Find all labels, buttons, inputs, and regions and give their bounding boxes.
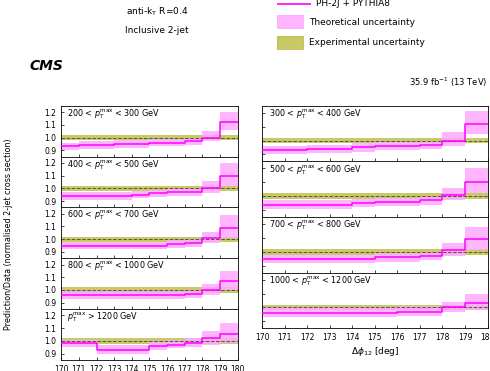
Text: 700 < $p_{\mathrm{T}}^{\mathrm{max}}$ < 800 GeV: 700 < $p_{\mathrm{T}}^{\mathrm{max}}$ < … <box>269 219 362 232</box>
Text: 300 < $p_{\mathrm{T}}^{\mathrm{max}}$ < 400 GeV: 300 < $p_{\mathrm{T}}^{\mathrm{max}}$ < … <box>269 107 362 121</box>
Text: Inclusive 2-jet: Inclusive 2-jet <box>125 26 189 35</box>
Text: 600 < $p_{\mathrm{T}}^{\mathrm{max}}$ < 700 GeV: 600 < $p_{\mathrm{T}}^{\mathrm{max}}$ < … <box>67 209 160 222</box>
Text: PH-2J + PYTHIA8: PH-2J + PYTHIA8 <box>316 0 390 8</box>
Text: 800 < $p_{\mathrm{T}}^{\mathrm{max}}$ < 1000 GeV: 800 < $p_{\mathrm{T}}^{\mathrm{max}}$ < … <box>67 260 165 273</box>
Text: Theoretical uncertainty: Theoretical uncertainty <box>309 18 415 27</box>
X-axis label: $\Delta\phi_{12}$ [deg]: $\Delta\phi_{12}$ [deg] <box>351 345 399 358</box>
Text: 200 < $p_{\mathrm{T}}^{\mathrm{max}}$ < 300 GeV: 200 < $p_{\mathrm{T}}^{\mathrm{max}}$ < … <box>67 107 160 121</box>
Text: 35.9 fb$^{-1}$ (13 TeV): 35.9 fb$^{-1}$ (13 TeV) <box>409 76 488 89</box>
Text: 1000 < $p_{\mathrm{T}}^{\mathrm{max}}$ < 1200 GeV: 1000 < $p_{\mathrm{T}}^{\mathrm{max}}$ <… <box>269 274 372 288</box>
Text: Prediction/Data (normalised 2-jet cross section): Prediction/Data (normalised 2-jet cross … <box>4 138 13 329</box>
Text: 400 < $p_{\mathrm{T}}^{\mathrm{max}}$ < 500 GeV: 400 < $p_{\mathrm{T}}^{\mathrm{max}}$ < … <box>67 158 160 171</box>
Text: Experimental uncertainty: Experimental uncertainty <box>309 38 424 47</box>
Text: CMS: CMS <box>29 59 63 73</box>
Text: $p_{\mathrm{T}}^{\mathrm{max}}$ > 1200 GeV: $p_{\mathrm{T}}^{\mathrm{max}}$ > 1200 G… <box>67 311 138 324</box>
Text: 500 < $p_{\mathrm{T}}^{\mathrm{max}}$ < 600 GeV: 500 < $p_{\mathrm{T}}^{\mathrm{max}}$ < … <box>269 163 362 177</box>
Text: anti-k$_{\mathrm{T}}$ R=0.4: anti-k$_{\mathrm{T}}$ R=0.4 <box>125 6 188 18</box>
